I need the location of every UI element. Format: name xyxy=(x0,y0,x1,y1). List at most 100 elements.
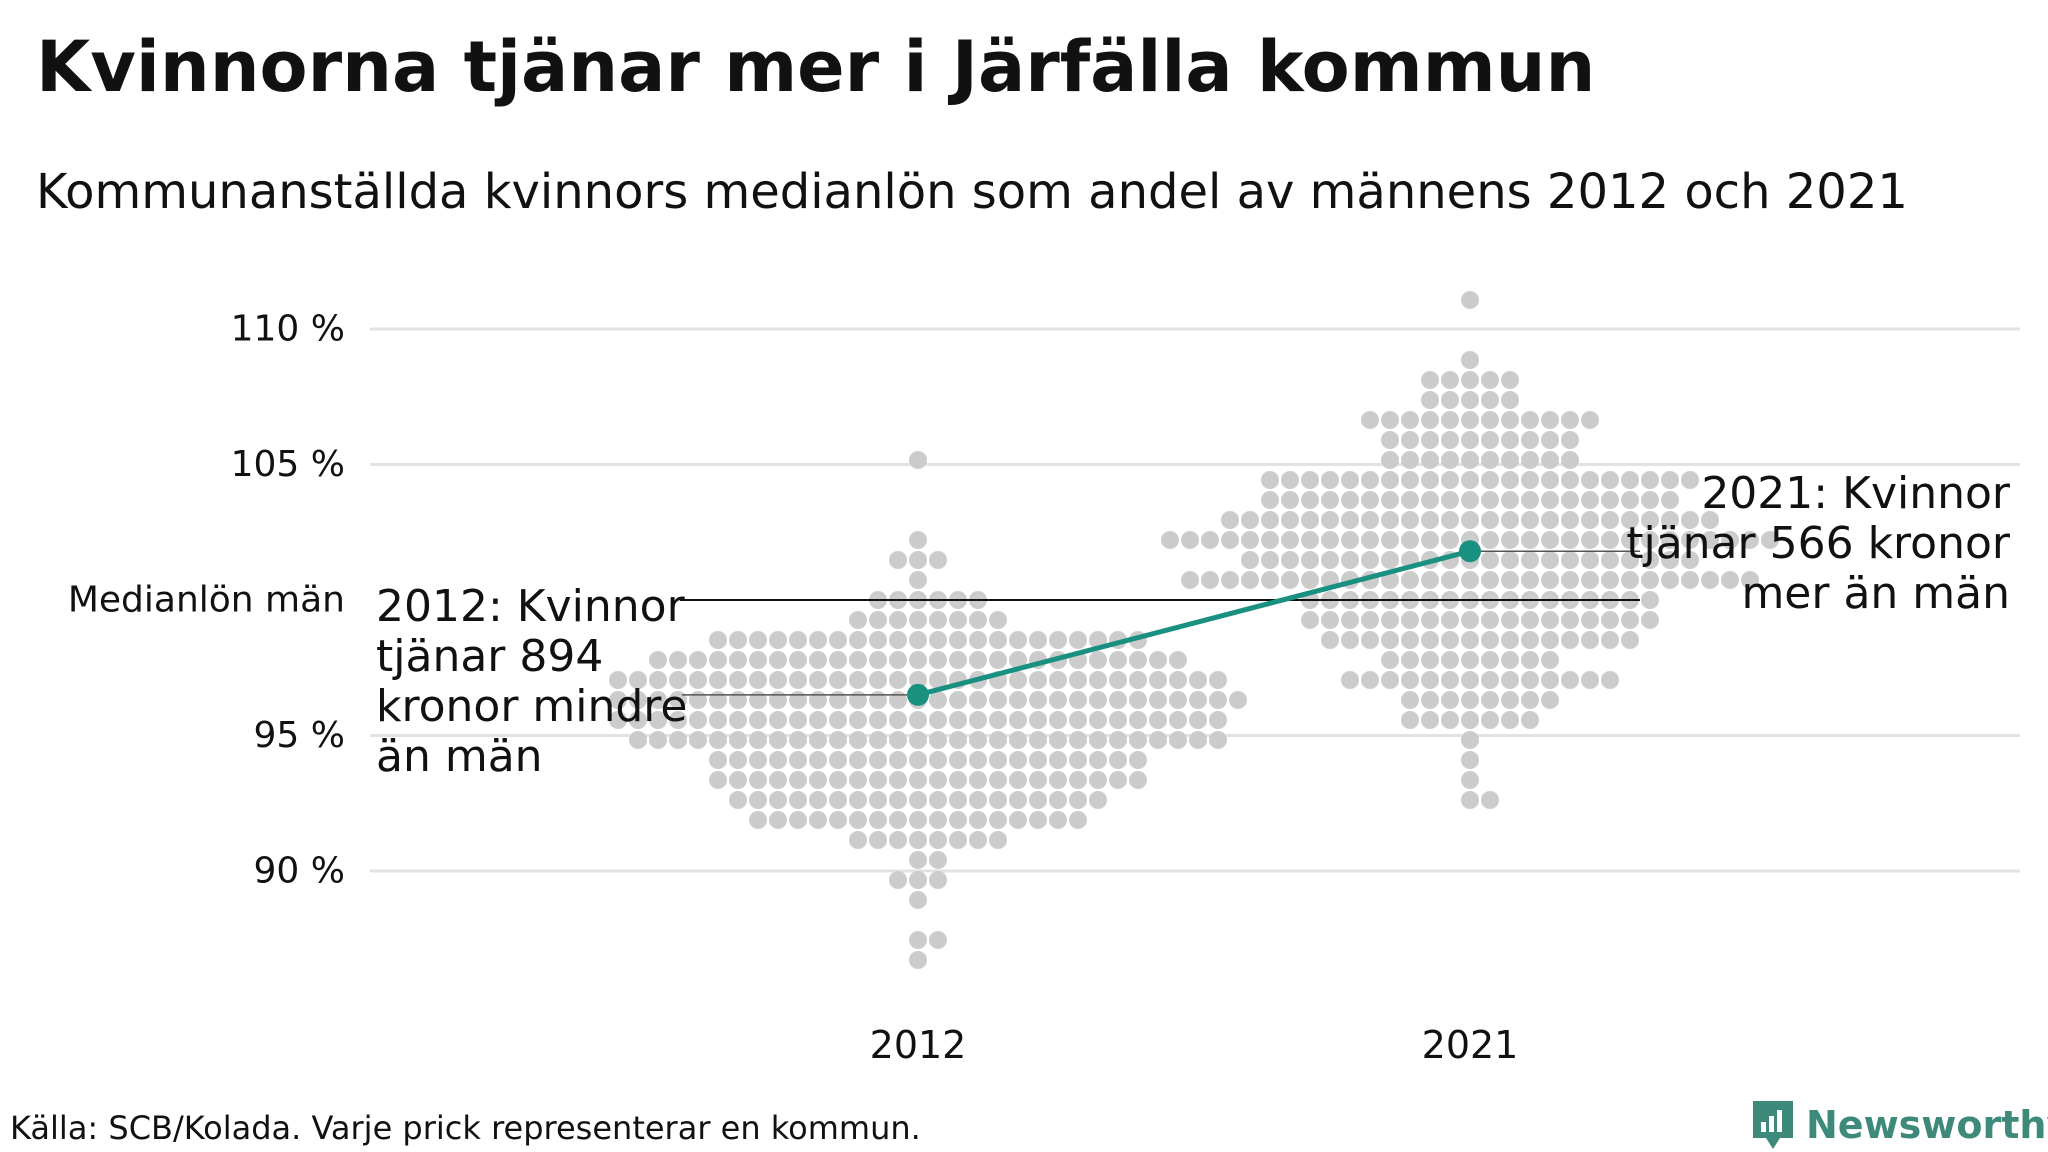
kommun-dot xyxy=(649,651,667,669)
kommun-dot xyxy=(989,751,1007,769)
kommun-dot xyxy=(749,671,767,689)
kommun-dot xyxy=(1681,531,1699,549)
kommun-dot xyxy=(609,711,627,729)
kommun-dot xyxy=(1209,711,1227,729)
kommun-dot xyxy=(1501,671,1519,689)
kommun-dot xyxy=(1461,571,1479,589)
kommun-dot xyxy=(1761,531,1779,549)
kommun-dot xyxy=(1641,511,1659,529)
kommun-dot xyxy=(1401,691,1419,709)
kommun-dot xyxy=(889,631,907,649)
kommun-dot xyxy=(1089,751,1107,769)
kommun-dot xyxy=(829,791,847,809)
kommun-dot xyxy=(1401,711,1419,729)
kommun-dot xyxy=(1301,551,1319,569)
kommun-dot xyxy=(1381,671,1399,689)
kommun-dot xyxy=(669,651,687,669)
kommun-dot xyxy=(1541,611,1559,629)
kommun-dot xyxy=(1481,611,1499,629)
kommun-dot xyxy=(1009,731,1027,749)
kommun-dot xyxy=(1701,531,1719,549)
kommun-dot xyxy=(1501,451,1519,469)
kommun-dot xyxy=(829,771,847,789)
kommun-dot xyxy=(1521,491,1539,509)
kommun-dot xyxy=(789,691,807,709)
kommun-dot xyxy=(1049,811,1067,829)
kommun-dot xyxy=(929,751,947,769)
kommun-dot xyxy=(1561,671,1579,689)
kommun-dot xyxy=(949,611,967,629)
kommun-dot xyxy=(889,651,907,669)
kommun-dot xyxy=(1049,711,1067,729)
kommun-dot xyxy=(1281,511,1299,529)
kommun-dot xyxy=(1701,511,1719,529)
kommun-dot xyxy=(1261,491,1279,509)
kommun-dot xyxy=(1481,651,1499,669)
kommun-dot xyxy=(629,671,647,689)
kommun-dot xyxy=(1361,631,1379,649)
kommun-dot xyxy=(1381,411,1399,429)
kommun-dot xyxy=(1601,511,1619,529)
kommun-dot xyxy=(949,831,967,849)
x-category-label: 2021 xyxy=(1422,1023,1519,1067)
kommun-dot xyxy=(1521,611,1539,629)
kommun-dot xyxy=(1521,451,1539,469)
kommun-dot xyxy=(1361,491,1379,509)
kommun-dot xyxy=(1361,551,1379,569)
kommun-dot xyxy=(969,811,987,829)
kommun-dot xyxy=(909,631,927,649)
kommun-dot xyxy=(1421,711,1439,729)
kommun-dot xyxy=(689,691,707,709)
kommun-dot xyxy=(909,571,927,589)
kommun-dot xyxy=(1401,651,1419,669)
page-title: Kvinnorna tjänar mer i Järfälla kommun xyxy=(36,26,1596,108)
kommun-dot xyxy=(1381,431,1399,449)
kommun-dot xyxy=(1049,631,1067,649)
kommun-dot xyxy=(1641,491,1659,509)
kommun-dot xyxy=(1401,631,1419,649)
kommun-dot xyxy=(809,731,827,749)
kommun-dot xyxy=(849,651,867,669)
kommun-dot xyxy=(1109,771,1127,789)
kommun-dot xyxy=(1401,491,1419,509)
kommun-dot xyxy=(1721,531,1739,549)
kommun-dot xyxy=(929,631,947,649)
kommun-dot xyxy=(1461,691,1479,709)
kommun-dot xyxy=(669,731,687,749)
kommun-dot xyxy=(1381,651,1399,669)
kommun-dot xyxy=(1009,791,1027,809)
kommun-dot xyxy=(869,831,887,849)
kommun-dot xyxy=(989,711,1007,729)
kommun-dot xyxy=(1441,491,1459,509)
kommun-dot xyxy=(1181,571,1199,589)
kommun-dot xyxy=(1541,571,1559,589)
kommun-dot xyxy=(1561,531,1579,549)
kommun-dot xyxy=(909,531,927,549)
kommun-dot xyxy=(1009,671,1027,689)
kommun-dot xyxy=(1461,631,1479,649)
kommun-dot xyxy=(809,751,827,769)
kommun-dot xyxy=(809,651,827,669)
kommun-dot xyxy=(809,631,827,649)
kommun-dot xyxy=(1661,531,1679,549)
kommun-dot xyxy=(929,731,947,749)
kommun-dot xyxy=(1461,291,1479,309)
kommun-dot xyxy=(1189,711,1207,729)
kommun-dot xyxy=(1561,471,1579,489)
kommun-dot xyxy=(889,731,907,749)
kommun-dot xyxy=(1461,391,1479,409)
kommun-dot xyxy=(1581,511,1599,529)
kommun-dot xyxy=(1381,471,1399,489)
kommun-dot xyxy=(649,691,667,709)
kommun-dot xyxy=(949,691,967,709)
y-tick-label: 90 % xyxy=(254,851,345,892)
kommun-dot xyxy=(1421,471,1439,489)
kommun-dot xyxy=(1301,611,1319,629)
kommun-dot xyxy=(1481,411,1499,429)
kommun-dot xyxy=(609,671,627,689)
kommun-dot xyxy=(1089,651,1107,669)
kommun-dot xyxy=(769,731,787,749)
kommun-dot xyxy=(1641,571,1659,589)
kommun-dot xyxy=(1241,531,1259,549)
kommun-dot xyxy=(769,651,787,669)
